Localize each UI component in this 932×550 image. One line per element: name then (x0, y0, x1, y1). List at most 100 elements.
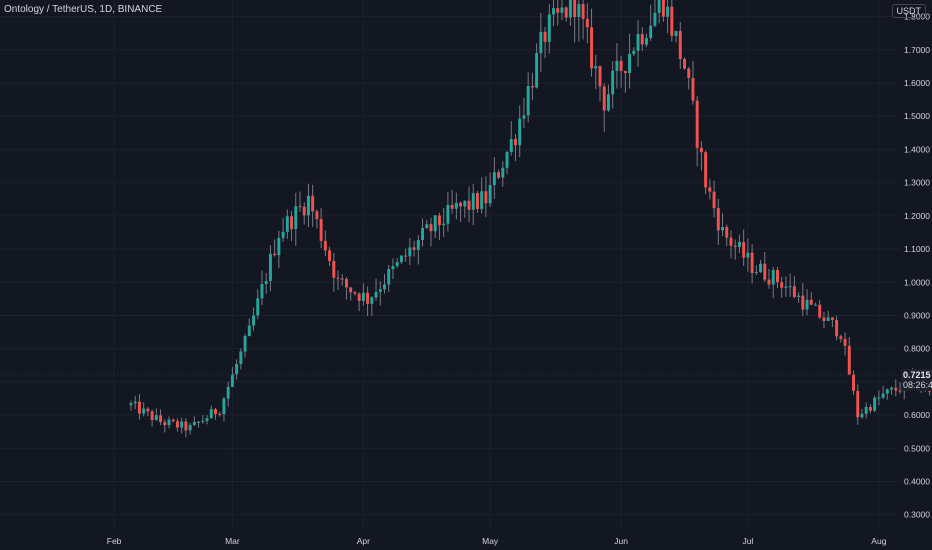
candle-body (514, 139, 517, 146)
candle-body (175, 421, 179, 428)
candle-body (522, 115, 526, 119)
candle-body (670, 6, 674, 36)
candle-body (450, 204, 454, 209)
candle-body (611, 70, 615, 95)
candle-body (247, 325, 251, 337)
candle-body (214, 409, 217, 415)
candle-body (302, 206, 306, 216)
candle-body (898, 390, 902, 392)
candle-body (788, 286, 792, 288)
candle-body (230, 374, 234, 387)
candle-body (349, 287, 353, 293)
candle-body (332, 261, 336, 278)
candle-body (243, 336, 247, 352)
candle-body (281, 231, 285, 238)
y-tick-label: 1.4000 (904, 144, 930, 154)
candle-body (226, 386, 230, 399)
candle-body (509, 139, 513, 152)
candle-body (361, 292, 365, 301)
candle-body (818, 304, 822, 318)
candle-body (674, 31, 678, 36)
candle-body (340, 278, 344, 280)
time-axis: FebMarAprMayJunJulAugSepOctNovDec2022Feb… (107, 536, 887, 546)
candle-body (475, 193, 479, 209)
candle-body (805, 299, 809, 310)
candle-body (746, 252, 750, 258)
candle-body (623, 71, 627, 74)
candle-body (260, 284, 264, 299)
x-tick-label: Feb (107, 536, 122, 546)
candle-body (666, 6, 670, 17)
candle-body (268, 253, 272, 282)
candle-body (133, 401, 137, 404)
candle-body (480, 191, 484, 209)
candle-body (619, 60, 623, 72)
candle-body (543, 31, 547, 42)
candle-body (311, 195, 315, 212)
candle-body (894, 387, 898, 391)
y-tick-label: 1.8000 (904, 12, 930, 22)
y-tick-label: 1.6000 (904, 78, 930, 88)
candle-body (526, 86, 530, 116)
candle-body (750, 252, 754, 273)
candle-body (319, 218, 323, 241)
last-price-value: 0.7215 (903, 369, 931, 380)
candle-body (632, 50, 636, 54)
y-tick-label: 0.3000 (904, 510, 930, 520)
chart-title: Ontology / TetherUS, 1D, BINANCE (4, 4, 163, 15)
candle-body (492, 172, 496, 186)
candle-body (737, 242, 741, 248)
candle-body (780, 282, 784, 288)
candle-body (446, 204, 450, 224)
candle-body (442, 223, 446, 226)
candle-body (395, 262, 399, 267)
candle-body (628, 53, 632, 74)
candle-body (421, 228, 425, 241)
candle-body (581, 4, 585, 19)
candle-body (585, 18, 589, 28)
candle-body (306, 195, 310, 216)
candle-body (235, 364, 239, 375)
candle-body (716, 208, 720, 231)
y-tick-label: 0.5000 (904, 443, 930, 453)
candle-body (218, 414, 222, 416)
candle-body (873, 397, 877, 411)
candle-body (699, 147, 703, 153)
candle-body (721, 226, 725, 231)
candle-body (733, 245, 737, 248)
candle-body (184, 421, 188, 431)
candle-body (708, 187, 712, 192)
candle-body (433, 215, 437, 232)
candle-body (163, 422, 167, 426)
candle-body (129, 403, 133, 406)
candle-body (501, 167, 505, 178)
candle-body (852, 374, 855, 391)
candle-body (252, 315, 255, 326)
candle-body (518, 118, 522, 146)
grid (0, 0, 900, 528)
candle-body (657, 0, 661, 13)
candle-body (767, 279, 771, 285)
x-tick-label: Aug (871, 536, 886, 546)
candle-body (467, 200, 471, 210)
candle-body (539, 31, 543, 54)
candle-body (378, 289, 382, 293)
candle-body (209, 409, 213, 419)
candle-body (725, 226, 729, 238)
candle-body (412, 247, 416, 250)
candle-body (391, 266, 395, 270)
currency-badge[interactable]: USDT (891, 4, 926, 18)
candle-body (683, 59, 686, 69)
candle-body (383, 284, 386, 290)
candles (129, 0, 932, 438)
candle-body (695, 100, 699, 148)
candle-body (881, 393, 885, 398)
candle-body (285, 216, 289, 232)
candle-body (729, 237, 733, 246)
candle-body (771, 270, 775, 285)
candle-body (150, 411, 154, 420)
candle-body (159, 415, 163, 423)
candle-body (653, 12, 657, 26)
y-tick-label: 1.3000 (904, 178, 930, 188)
